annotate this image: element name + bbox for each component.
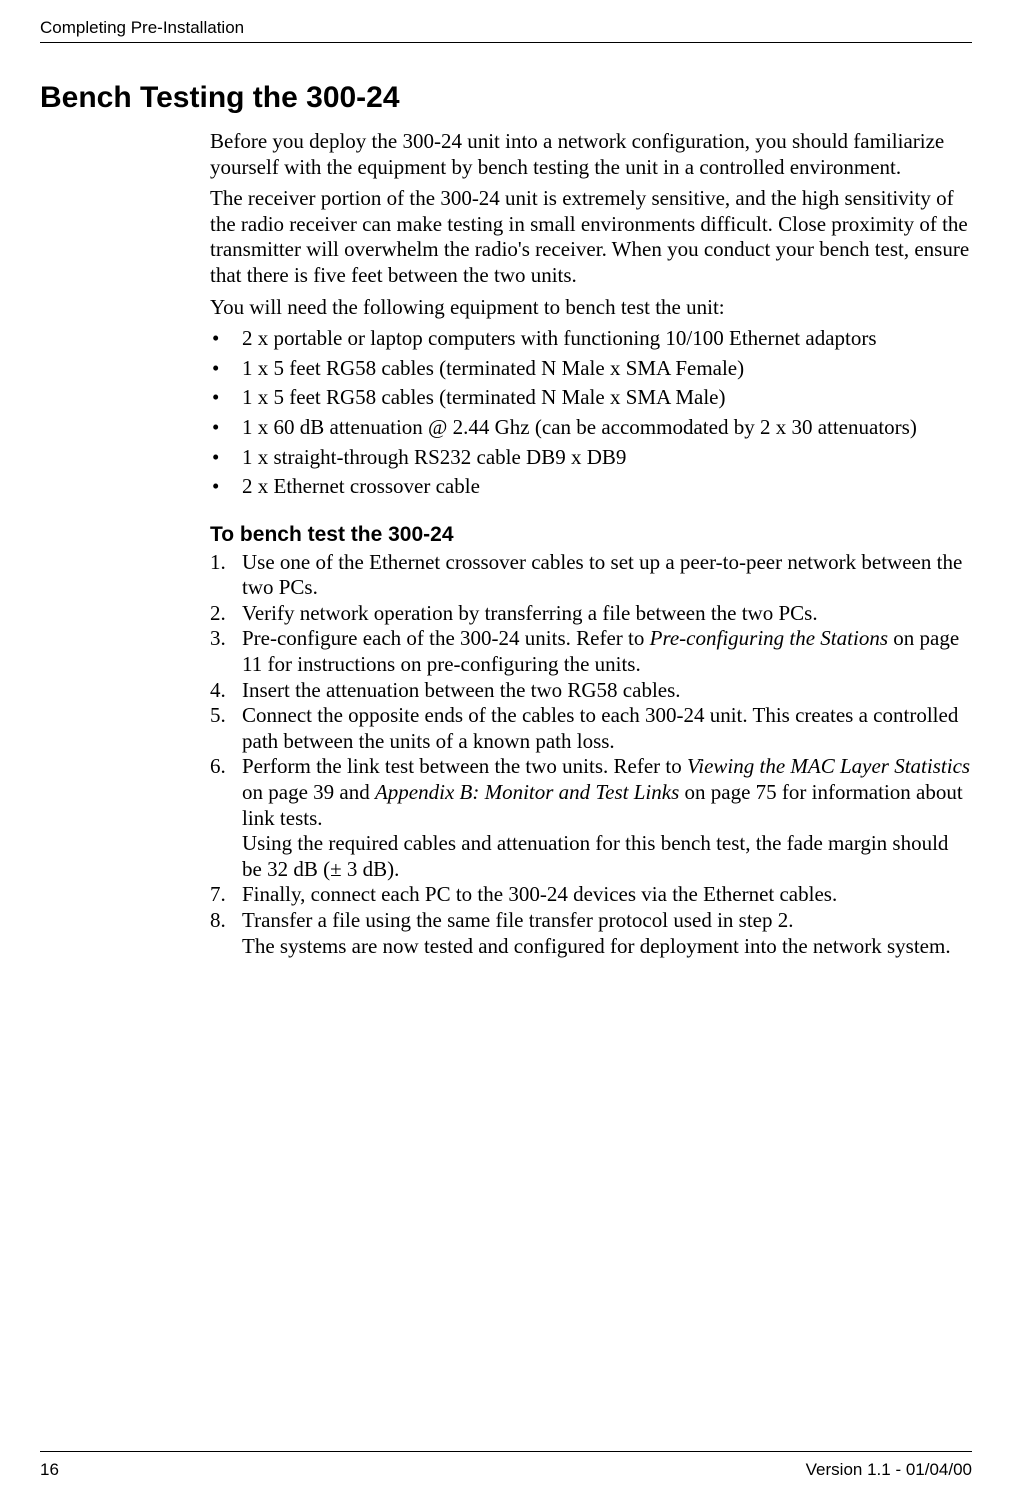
step-item: Transfer a file using the same file tran… [210, 908, 972, 959]
procedure-heading: To bench test the 300-24 [210, 522, 972, 548]
step-continuation: Using the required cables and attenuatio… [242, 831, 972, 882]
cross-reference: Viewing the MAC Layer Statistics [687, 754, 970, 778]
step-continuation: The systems are now tested and configure… [242, 934, 972, 960]
equipment-item: 1 x straight-through RS232 cable DB9 x D… [210, 445, 972, 471]
intro-paragraph-2: The receiver portion of the 300-24 unit … [210, 186, 972, 288]
cross-reference: Appendix B: Monitor and Test Links [375, 780, 679, 804]
version-label: Version 1.1 - 01/04/00 [806, 1460, 972, 1480]
step-text: Transfer a file using the same file tran… [242, 908, 794, 932]
step-item: Verify network operation by transferring… [210, 601, 972, 627]
intro-paragraph-1: Before you deploy the 300-24 unit into a… [210, 129, 972, 180]
step-item: Perform the link test between the two un… [210, 754, 972, 882]
step-text: on page 39 and [242, 780, 375, 804]
page: Completing Pre-Installation Bench Testin… [0, 0, 1012, 1498]
step-item: Finally, connect each PC to the 300-24 d… [210, 882, 972, 908]
procedure-steps: Use one of the Ethernet crossover cables… [210, 550, 972, 960]
equipment-list: 2 x portable or laptop computers with fu… [210, 326, 972, 500]
equipment-item: 1 x 5 feet RG58 cables (terminated N Mal… [210, 356, 972, 382]
step-text: Perform the link test between the two un… [242, 754, 687, 778]
intro-paragraph-3: You will need the following equipment to… [210, 295, 972, 321]
body-content: Before you deploy the 300-24 unit into a… [210, 129, 972, 959]
step-item: Pre-configure each of the 300-24 units. … [210, 626, 972, 677]
page-number: 16 [40, 1460, 59, 1480]
equipment-item: 1 x 60 dB attenuation @ 2.44 Ghz (can be… [210, 415, 972, 441]
section-title: Bench Testing the 300-24 [40, 81, 972, 115]
step-item: Connect the opposite ends of the cables … [210, 703, 972, 754]
running-title: Completing Pre-Installation [40, 18, 244, 37]
step-item: Use one of the Ethernet crossover cables… [210, 550, 972, 601]
equipment-item: 2 x Ethernet crossover cable [210, 474, 972, 500]
cross-reference: Pre-configuring the Stations [650, 626, 888, 650]
running-header: Completing Pre-Installation [40, 18, 972, 43]
step-item: Insert the attenuation between the two R… [210, 678, 972, 704]
page-footer: 16 Version 1.1 - 01/04/00 [40, 1451, 972, 1480]
equipment-item: 1 x 5 feet RG58 cables (terminated N Mal… [210, 385, 972, 411]
equipment-item: 2 x portable or laptop computers with fu… [210, 326, 972, 352]
step-text: Pre-configure each of the 300-24 units. … [242, 626, 650, 650]
